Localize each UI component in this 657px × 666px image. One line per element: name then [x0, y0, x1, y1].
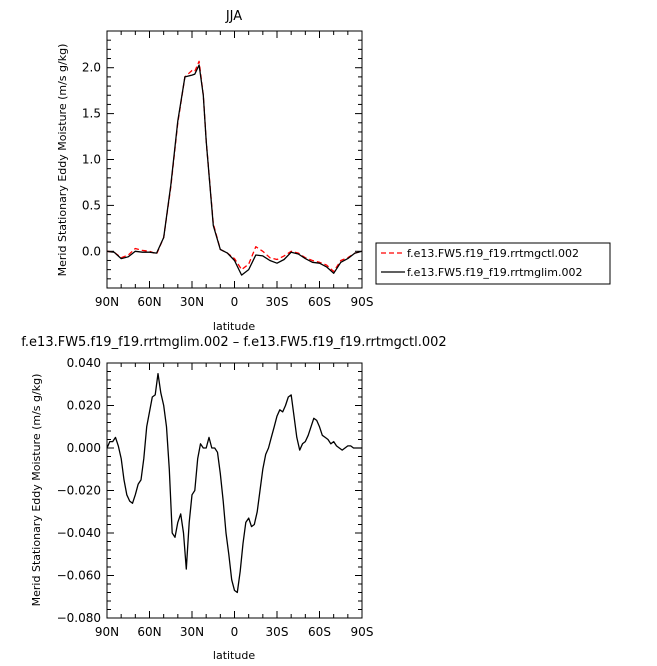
legend-label-lim: f.e13.FW5.f19_f19.rrtmglim.002: [407, 266, 582, 279]
x-tick-label: 90N: [95, 625, 119, 639]
y-tick-label: 1.5: [82, 107, 101, 121]
x-tick-label: 0: [231, 625, 239, 639]
top-x-axis-label: latitude: [213, 320, 255, 333]
x-tick-label: 30S: [266, 295, 289, 309]
top-x-ticks: 90N 60N 30N 0 30S 60S 90S: [95, 31, 374, 309]
x-tick-label: 0: [231, 295, 239, 309]
series-line-1: [106, 64, 363, 276]
y-tick-label: 0.5: [82, 198, 101, 212]
bottom-y-axis-label: Merid Stationary Eddy Moisture (m/s g/kg…: [30, 374, 43, 607]
legend: f.e13.FW5.f19_f19.rrtmgctl.002 f.e13.FW5…: [375, 242, 611, 285]
top-panel: JJA 90N 60N 30N 0 30S 60S 90S 0.00.51.01.52.0 …: [56, 9, 611, 333]
top-series-lines: [106, 60, 363, 276]
x-tick-label: 60N: [137, 625, 161, 639]
x-tick-label: 30N: [180, 295, 204, 309]
series-line-0: [106, 372, 362, 594]
legend-frame: [375, 242, 611, 285]
x-tick-label: 30S: [266, 625, 289, 639]
y-tick-label: 0.020: [67, 399, 101, 413]
y-tick-label: −0.060: [57, 569, 101, 583]
x-tick-label: 60S: [308, 625, 331, 639]
top-plot-frame: [106, 30, 363, 289]
bottom-x-ticks: 90N 60N 30N 0 30S 60S 90S: [95, 363, 374, 639]
x-tick-label: 30N: [180, 625, 204, 639]
bottom-plot-frame: [106, 362, 363, 619]
x-tick-label: 90N: [95, 295, 119, 309]
bottom-chart-title: f.e13.FW5.f19_f19.rrtmglim.002 – f.e13.F…: [21, 335, 446, 350]
x-tick-label: 90S: [351, 295, 374, 309]
x-tick-label: 60S: [308, 295, 331, 309]
y-tick-label: 0.0: [82, 244, 101, 258]
x-tick-label: 90S: [351, 625, 374, 639]
top-chart-title: JJA: [225, 9, 242, 24]
y-tick-label: 1.0: [82, 153, 101, 167]
top-y-ticks: 0.0 0.5 1.0 1.5 2.0: [82, 30, 362, 289]
y-tick-label: 0.040: [67, 356, 101, 370]
x-tick-label: 60N: [137, 295, 161, 309]
y-tick-label: 2.0: [82, 61, 101, 75]
bottom-y-ticks: −0.080 −0.060 −0.040 −0.020 0.000 0.020 0.040: [57, 356, 362, 625]
y-tick-label: −0.040: [57, 526, 101, 540]
legend-label-ctl: f.e13.FW5.f19_f19.rrtmgctl.002: [407, 247, 579, 260]
y-tick-label: −0.020: [57, 484, 101, 498]
bottom-x-axis-label: latitude: [213, 649, 255, 662]
y-tick-label: −0.080: [57, 611, 101, 625]
series-line-0: [106, 60, 363, 273]
bottom-series-lines: [106, 372, 362, 594]
y-tick-label: 0.000: [67, 441, 101, 455]
top-y-axis-label: Merid Stationary Eddy Moisture (m/s g/kg…: [56, 44, 69, 277]
bottom-panel: f.e13.FW5.f19_f19.rrtmglim.002 – f.e13.F…: [21, 335, 446, 662]
